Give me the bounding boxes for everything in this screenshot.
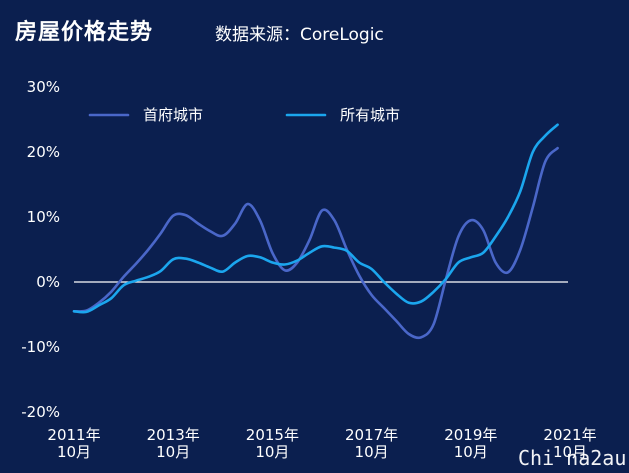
series-layer bbox=[72, 123, 559, 340]
y-tick-label: -10% bbox=[21, 338, 60, 356]
y-tick-label: 0% bbox=[36, 273, 60, 291]
x-tick-label: 10月 bbox=[57, 443, 91, 461]
y-tick-label: -20% bbox=[21, 403, 60, 421]
y-tick-label: 10% bbox=[27, 208, 60, 226]
x-tick-label: 10月 bbox=[255, 443, 289, 461]
x-tick-label: 2019年 bbox=[444, 426, 497, 444]
x-tick-label: 2021年 bbox=[543, 426, 596, 444]
x-tick-label: 10月 bbox=[454, 443, 488, 461]
x-tick-label: 10月 bbox=[553, 443, 587, 461]
legend: 首府城市 所有城市 bbox=[88, 106, 400, 124]
data-source-label: 数据来源：CoreLogic bbox=[215, 25, 384, 45]
x-tick-label: 2017年 bbox=[345, 426, 398, 444]
x-tick-label: 2015年 bbox=[246, 426, 299, 444]
series-line-1 bbox=[72, 146, 559, 340]
watermark: Chi na2au bbox=[518, 446, 627, 470]
x-axis: 2011年10月2013年10月2015年10月2017年10月2019年10月… bbox=[47, 426, 596, 461]
y-tick-label: 30% bbox=[27, 78, 60, 96]
x-tick-label: 2011年 bbox=[47, 426, 100, 444]
legend-label: 首府城市 bbox=[143, 106, 203, 124]
y-tick-label: 20% bbox=[27, 143, 60, 161]
x-tick-label: 10月 bbox=[355, 443, 389, 461]
x-tick-label: 2013年 bbox=[147, 426, 200, 444]
legend-label: 所有城市 bbox=[340, 106, 400, 124]
chart-title: 房屋价格走势 bbox=[15, 20, 154, 45]
y-axis: 30% 20% 10% 0% -10% -20% bbox=[21, 78, 60, 421]
x-tick-label: 10月 bbox=[156, 443, 190, 461]
series-line-2 bbox=[72, 123, 559, 314]
